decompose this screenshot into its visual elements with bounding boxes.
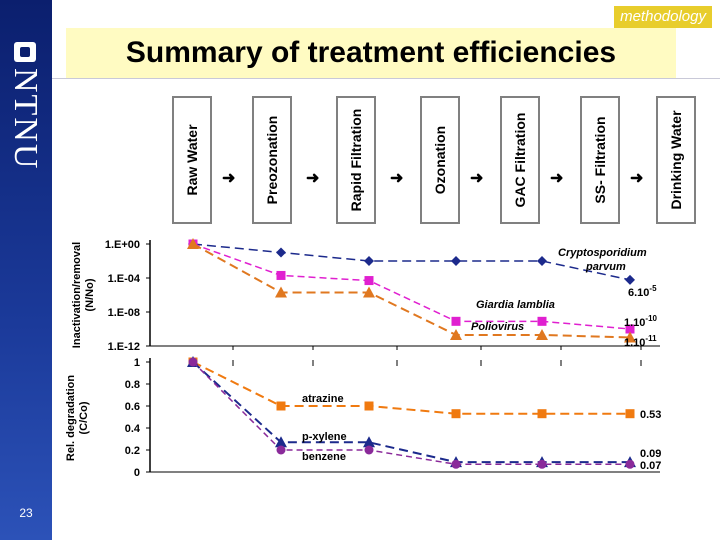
process-arrow-icon: ➜	[222, 170, 236, 187]
series-label: benzene	[302, 451, 346, 463]
data-point	[276, 401, 286, 411]
data-point	[363, 436, 375, 448]
series-label: Cryptosporidium	[558, 247, 647, 259]
data-point	[625, 324, 635, 334]
series-line-cryptosporidium-parvum	[192, 243, 631, 281]
sidebar: NTNU 23	[0, 0, 52, 540]
data-point	[450, 328, 462, 340]
data-point	[276, 247, 286, 258]
stage-ozonation: Ozonation	[420, 96, 460, 224]
data-point	[451, 409, 461, 419]
process-arrow-icon: ➜	[550, 170, 564, 187]
process-arrow-icon: ➜	[306, 170, 320, 187]
data-point	[364, 445, 374, 455]
stage-ss-filtration: SS- Filtration	[580, 96, 620, 224]
data-point	[364, 256, 374, 266]
end-value-label: 1.10-11	[624, 334, 657, 349]
top-y-tick-label: 1.E-12	[108, 341, 140, 353]
data-point	[364, 401, 374, 411]
data-point	[364, 276, 374, 286]
bottom-y-tick-label: 0.2	[125, 445, 140, 457]
series-label: Giardia lamblia	[476, 299, 555, 311]
data-point	[537, 256, 547, 266]
process-arrow-icon: ➜	[470, 170, 484, 187]
process-arrow-icon: ➜	[630, 170, 644, 187]
top-y-tick-label: 1.E+00	[105, 239, 140, 251]
data-point	[537, 316, 547, 326]
bottom-y-tick-label: 0.6	[125, 401, 140, 413]
stage-rapid-filtration: Rapid Filtration	[336, 96, 376, 224]
end-value-label: 6.10-5	[628, 284, 657, 299]
stage-preozonation: Preozonation	[252, 96, 292, 224]
data-point	[451, 256, 461, 266]
top-y-axis-label: Inactivation/removal(N/No)	[71, 242, 96, 348]
data-point	[363, 286, 375, 298]
data-point	[537, 459, 547, 469]
series-line-p-xylene	[192, 361, 630, 464]
series-line-giardia-lamblia	[192, 243, 631, 330]
ntnu-logo-icon	[14, 42, 36, 62]
data-point	[625, 409, 635, 419]
end-value-label: 0.09	[640, 448, 661, 460]
section-tag: methodology	[614, 6, 712, 28]
data-point	[276, 270, 286, 280]
data-point	[187, 238, 199, 249]
data-point	[188, 357, 198, 367]
series-line-atrazine	[192, 361, 630, 415]
top-y-tick-label: 1.E-08	[108, 307, 140, 319]
series-line-benzene	[192, 361, 630, 466]
title-box: Summary of treatment efficiencies	[66, 28, 676, 78]
data-point	[275, 436, 287, 448]
stage-drinking-water: Drinking Water	[656, 96, 696, 224]
data-point	[536, 328, 548, 340]
stage-raw-water: Raw Water	[172, 96, 212, 224]
data-point	[625, 459, 635, 469]
bottom-y-tick-label: 0.4	[125, 423, 141, 435]
stage-gac-filtration: GAC Filtration	[500, 96, 540, 224]
series-label: atrazine	[302, 393, 344, 405]
slide-number: 23	[19, 506, 33, 520]
header-divider	[52, 78, 720, 79]
series-label: parvum	[585, 261, 626, 273]
end-value-label: 1.10-10	[624, 314, 658, 329]
data-point	[451, 316, 461, 326]
data-point	[275, 286, 287, 298]
bottom-y-axis-label: Rel. degradation(C/Co)	[65, 375, 90, 461]
series-line-poliovirus	[192, 243, 631, 339]
data-point	[625, 274, 635, 285]
series-label: Poliovirus	[471, 321, 524, 333]
end-value-label: 0.53	[640, 409, 661, 421]
bottom-y-tick-label: 0	[134, 467, 140, 479]
data-point	[451, 459, 461, 469]
bottom-y-tick-label: 0.8	[125, 379, 140, 391]
bottom-y-tick-label: 1	[134, 357, 140, 369]
data-point	[276, 445, 286, 455]
logo-text: NTNU	[7, 68, 44, 171]
page-title: Summary of treatment efficiencies	[125, 36, 617, 69]
series-label: p-xylene	[302, 431, 347, 443]
process-arrow-icon: ➜	[390, 170, 404, 187]
data-point	[624, 331, 636, 343]
top-y-tick-label: 1.E-04	[108, 273, 141, 285]
end-value-label: 0.07	[640, 460, 661, 472]
data-point	[537, 409, 547, 419]
